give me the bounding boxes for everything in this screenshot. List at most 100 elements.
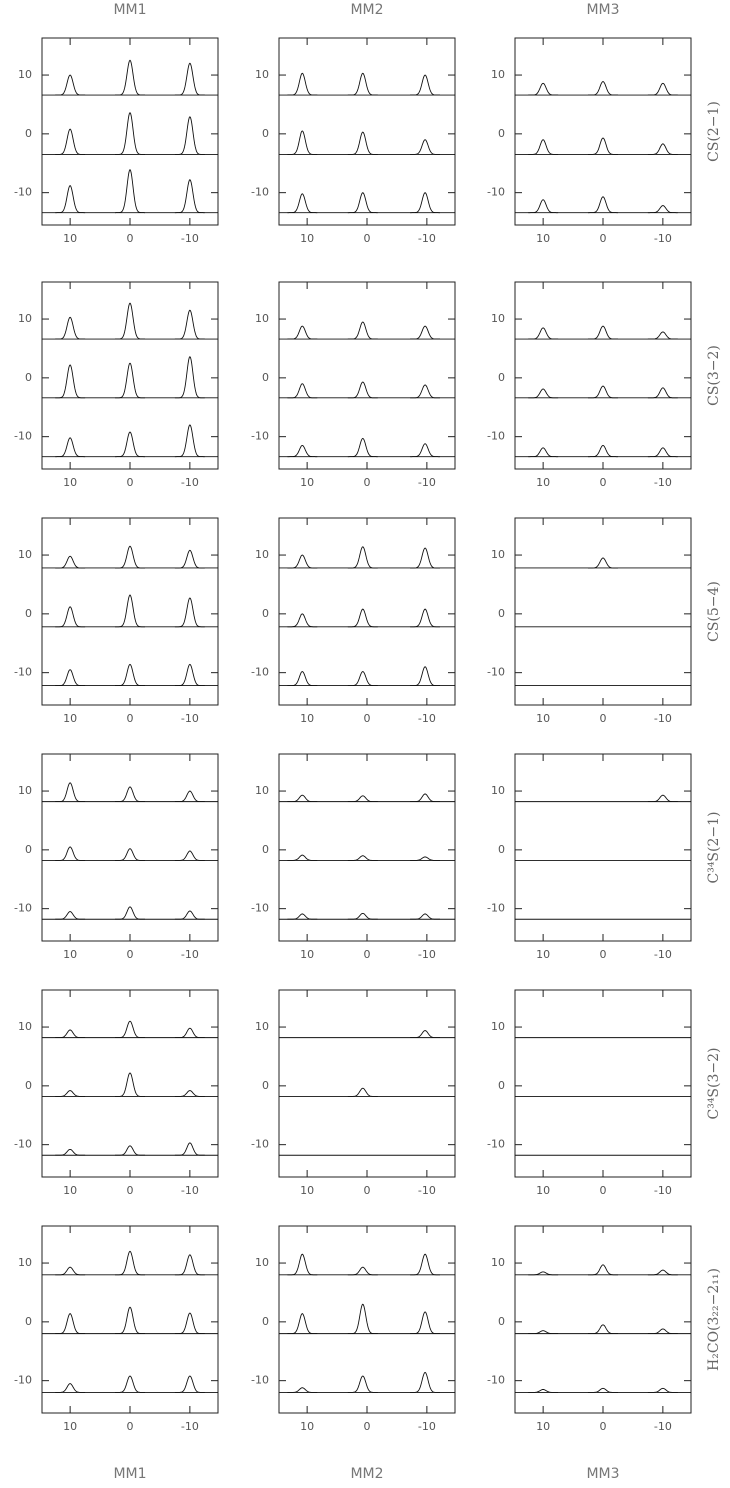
x-tick-label: -10 <box>418 948 436 961</box>
spectral-peak <box>347 192 378 214</box>
spectral-peak <box>174 1142 205 1156</box>
y-tick-label: 0 <box>498 127 505 140</box>
y-tick-label: 0 <box>25 127 32 140</box>
spectral-peak <box>588 325 618 340</box>
x-tick-label: 10 <box>536 712 550 725</box>
column-label: MM3 <box>586 2 619 18</box>
spectral-peak <box>55 185 86 214</box>
y-tick-label: -10 <box>251 186 269 199</box>
y-tick-label: 10 <box>255 312 269 325</box>
spectral-peak <box>287 854 318 861</box>
x-tick-label: 10 <box>536 1184 550 1197</box>
y-tick-label: -10 <box>14 430 32 443</box>
row-label: C³⁴S(2−1) <box>706 812 722 884</box>
column-label: MM3 <box>586 1466 619 1482</box>
spectral-peak <box>410 325 440 340</box>
panel-frame <box>514 989 692 1178</box>
spectral-peak <box>410 74 440 96</box>
spectral-peak <box>115 1020 145 1039</box>
spectral-peak <box>647 143 678 155</box>
x-tick-label: 0 <box>127 1184 134 1197</box>
x-tick-label: 10 <box>536 1420 550 1433</box>
x-tick-label: 0 <box>127 232 134 245</box>
spectral-peak <box>647 1269 678 1276</box>
spectral-peak <box>287 794 318 803</box>
x-tick-label: 10 <box>536 232 550 245</box>
spectral-peak <box>528 1389 559 1393</box>
spectral-peak <box>174 116 205 155</box>
spectral-peak <box>115 663 145 687</box>
y-tick-label: 0 <box>262 1315 269 1328</box>
x-tick-label: 0 <box>600 1184 607 1197</box>
x-tick-label: 10 <box>300 232 314 245</box>
spectral-peak <box>528 388 559 399</box>
spectral-peak <box>647 1387 678 1393</box>
x-tick-label: -10 <box>181 1420 199 1433</box>
y-tick-label: 10 <box>491 784 505 797</box>
x-tick-label: 0 <box>600 476 607 489</box>
x-tick-label: -10 <box>418 1420 436 1433</box>
y-tick-label: 0 <box>498 607 505 620</box>
spectral-peak <box>588 445 618 458</box>
y-tick-label: 0 <box>498 843 505 856</box>
spectral-peak <box>174 355 205 399</box>
y-tick-label: 10 <box>18 548 32 561</box>
spectral-peak <box>174 549 205 569</box>
spectral-peak <box>115 1306 145 1335</box>
x-tick-label: -10 <box>654 476 672 489</box>
column-label: MM2 <box>350 2 383 18</box>
y-tick-label: 10 <box>18 1020 32 1033</box>
x-tick-label: 10 <box>300 1420 314 1433</box>
panel-frame <box>514 281 692 470</box>
spectral-peak <box>55 1148 86 1156</box>
x-tick-label: 0 <box>600 1420 607 1433</box>
spectral-peak <box>347 72 378 96</box>
spectral-peak <box>174 663 205 687</box>
spectral-peak <box>528 327 559 340</box>
spectral-peak <box>174 1254 205 1276</box>
y-tick-label: -10 <box>487 666 505 679</box>
x-tick-label: 0 <box>127 712 134 725</box>
spectral-peak <box>55 437 86 458</box>
spectral-peak <box>347 131 378 155</box>
spectral-peak <box>347 1375 378 1393</box>
spectral-peak <box>347 1087 378 1097</box>
spectral-peak <box>55 1090 86 1097</box>
y-tick-label: -10 <box>487 902 505 915</box>
column-label: MM1 <box>113 2 146 18</box>
spectral-peak <box>287 1387 318 1393</box>
x-tick-label: -10 <box>654 712 672 725</box>
spectral-peak <box>410 608 440 628</box>
spectral-peak <box>287 130 318 155</box>
y-tick-label: 10 <box>255 784 269 797</box>
spectral-peak <box>647 82 678 96</box>
spectral-peak <box>528 1330 559 1335</box>
spectral-peak <box>347 321 378 340</box>
spectral-peak <box>410 443 440 458</box>
row-label: C³⁴S(3−2) <box>706 1048 722 1120</box>
x-tick-label: 10 <box>63 476 77 489</box>
x-tick-label: 10 <box>300 712 314 725</box>
x-tick-label: 10 <box>536 476 550 489</box>
spectral-peak <box>174 1090 205 1097</box>
y-tick-label: 10 <box>255 548 269 561</box>
spectral-peak <box>55 606 86 628</box>
panel-frame <box>41 989 219 1178</box>
x-tick-label: 0 <box>364 1420 371 1433</box>
panel-frame <box>278 281 456 470</box>
spectral-peak <box>347 437 378 458</box>
spectral-peak <box>287 383 318 399</box>
x-tick-label: 10 <box>300 476 314 489</box>
spectral-peak <box>55 74 86 96</box>
y-tick-label: -10 <box>251 1138 269 1151</box>
spectral-peak <box>174 179 205 214</box>
x-tick-label: 0 <box>127 948 134 961</box>
spectral-peak <box>287 1313 318 1335</box>
y-tick-label: -10 <box>14 902 32 915</box>
spectral-peak <box>115 168 145 214</box>
spectral-peak <box>55 1313 86 1335</box>
y-tick-label: 0 <box>262 127 269 140</box>
y-tick-label: -10 <box>251 1374 269 1387</box>
x-tick-label: -10 <box>418 476 436 489</box>
spectral-peak <box>55 364 86 399</box>
